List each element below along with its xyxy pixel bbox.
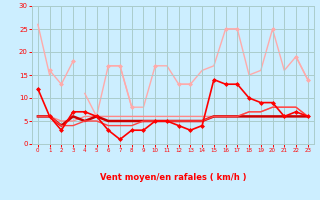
X-axis label: Vent moyen/en rafales ( km/h ): Vent moyen/en rafales ( km/h ) <box>100 173 246 182</box>
